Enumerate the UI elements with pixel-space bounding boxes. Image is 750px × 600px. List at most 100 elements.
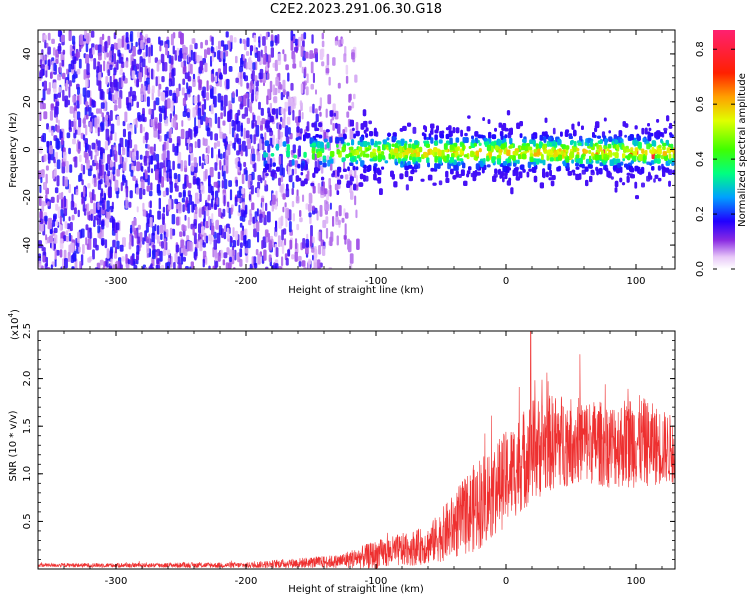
heat-cell [575,166,580,170]
heat-cell [275,76,279,87]
heat-cell [184,72,189,80]
heat-cell [229,122,232,135]
heat-cell [290,39,294,51]
heat-cell [85,237,88,246]
heat-cell [300,162,305,169]
heat-cell [175,87,180,97]
heat-cell [264,163,269,170]
heat-cell [544,117,548,123]
x-tick-label: -300 [105,276,128,287]
heat-cell [220,50,224,59]
heat-cell [518,154,522,160]
heat-cell [402,125,407,131]
heat-cell [507,162,511,167]
heat-cell [218,224,223,236]
heat-cell [66,79,69,89]
heat-cell [342,168,347,172]
heat-cell [43,34,48,40]
snr-frame [37,330,676,570]
heat-cell [611,141,615,146]
heat-cell [44,55,47,61]
heat-cell [462,162,466,169]
heat-cell [268,254,272,263]
heat-cell [248,219,252,226]
heat-cell [223,170,226,180]
heat-cell [572,172,576,176]
heat-cell [96,66,100,73]
heat-cell [657,165,661,171]
heat-cell [641,127,645,135]
heat-cell [68,147,71,155]
heat-cell [109,50,112,61]
heat-cell [621,182,626,186]
heat-cell [542,159,546,166]
heat-cell [299,60,302,68]
heat-cell [251,202,255,211]
heat-cell [347,238,351,250]
heat-cell [60,35,65,43]
heat-cell [471,151,475,156]
heat-cell [66,235,69,243]
heat-cell [445,133,450,140]
heat-cell [638,154,643,162]
heat-cell [594,127,598,133]
heat-cell [90,213,93,221]
heat-cell [662,170,666,177]
heat-cell [189,266,192,269]
heat-cell [149,200,152,209]
heat-cell [38,260,42,268]
heat-cell [192,38,196,44]
heat-cell [91,112,94,119]
heat-cell [91,47,95,55]
heat-cell [220,249,223,259]
colorbar-label: Normalized spectral amplitude [737,73,748,227]
heat-cell [240,125,243,137]
heat-cell [172,160,175,171]
heat-cell [213,203,218,210]
heat-cell [56,159,61,170]
heat-cell [269,115,274,123]
heat-cell [175,204,179,210]
heat-cell [549,150,553,156]
heat-cell [516,122,521,129]
heat-cell [184,214,187,221]
heat-cell [653,158,658,164]
heat-cell [49,110,53,121]
heat-cell [282,141,287,147]
heat-cell [211,50,214,62]
heat-cell [105,218,109,228]
snr-exponent-value: 4 [7,312,15,317]
heat-cell [303,266,307,269]
heat-cell [124,139,127,148]
colorbar: 0.00.20.40.60.8 Normalized spectral ampl… [695,30,748,277]
heat-cell [311,142,317,147]
heat-cell [130,255,134,266]
heat-cell [73,118,77,131]
heat-cell [453,142,458,147]
heat-cell [141,113,145,122]
heat-cell [139,232,143,242]
heat-cell [498,149,503,153]
heat-cell [97,71,102,81]
heat-cell [365,133,369,138]
heat-cell [280,92,284,101]
heat-cell [648,127,652,131]
heat-cell [209,167,214,178]
heat-cell [365,147,370,152]
heat-cell [173,262,176,269]
heat-cell [595,154,598,161]
heat-cell [286,144,290,151]
y-tick-label: 1.5 [22,418,33,434]
heat-cell [291,200,295,208]
heat-cell [351,52,355,60]
heat-cell [75,129,78,135]
heat-cell [257,174,262,181]
heat-cell [571,123,575,130]
heat-cell [64,176,68,187]
heat-cell [174,198,178,204]
heat-cell [550,180,555,187]
heat-cell [150,263,153,269]
heat-cell [89,227,92,239]
heat-cell [325,129,330,133]
heat-cell [644,149,648,156]
